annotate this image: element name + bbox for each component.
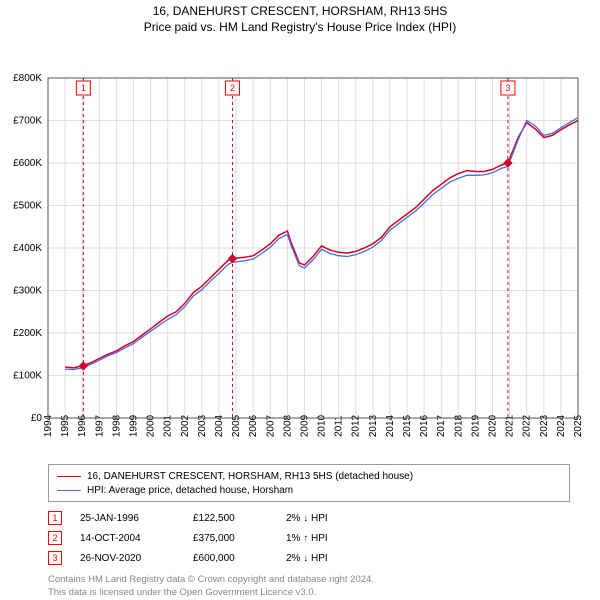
sales-table: 1 25-JAN-1996 £122,500 2% ↓ HPI 2 14-OCT-2004…: [48, 508, 570, 568]
svg-text:£0: £0: [31, 413, 43, 424]
svg-text:£500K: £500K: [13, 201, 42, 212]
sale-row: 2 14-OCT-2004 £375,000 1% ↑ HPI: [48, 528, 570, 548]
svg-text:£600K: £600K: [13, 158, 42, 169]
legend-swatch: [57, 476, 81, 477]
attribution: Contains HM Land Registry data © Crown c…: [48, 574, 570, 600]
attribution-line2: This data is licensed under the Open Gov…: [48, 587, 570, 600]
legend-swatch: [57, 490, 81, 491]
svg-text:3: 3: [505, 83, 510, 93]
sale-date: 14-OCT-2004: [80, 533, 175, 544]
sale-badge: 2: [48, 531, 62, 545]
title-address: 16, DANEHURST CRESCENT, HORSHAM, RH13 5H…: [0, 4, 600, 18]
svg-text:£800K: £800K: [13, 73, 42, 84]
sale-badge: 1: [48, 511, 62, 525]
legend-item: 16, DANEHURST CRESCENT, HORSHAM, RH13 5H…: [57, 469, 561, 483]
sale-delta-vs-hpi: 2% ↓ HPI: [286, 553, 366, 564]
svg-text:£100K: £100K: [13, 371, 42, 382]
price-vs-hpi-chart: £0 £100K £200K £300K £400K £500K £600K £700K £80…: [0, 34, 600, 460]
title-subtitle: Price paid vs. HM Land Registry's House …: [0, 20, 600, 34]
chart-titles: 16, DANEHURST CRESCENT, HORSHAM, RH13 5H…: [0, 0, 600, 34]
sale-price: £375,000: [193, 533, 268, 544]
legend-item: HPI: Average price, detached house, Hors…: [57, 483, 561, 497]
legend: 16, DANEHURST CRESCENT, HORSHAM, RH13 5H…: [48, 464, 570, 502]
attribution-line1: Contains HM Land Registry data © Crown c…: [48, 574, 570, 587]
sale-price: £122,500: [193, 513, 268, 524]
sale-delta-vs-hpi: 2% ↓ HPI: [286, 513, 366, 524]
sale-date: 25-JAN-1996: [80, 513, 175, 524]
legend-label: HPI: Average price, detached house, Hors…: [87, 485, 293, 496]
svg-text:£400K: £400K: [13, 243, 42, 254]
chart-area: £0 £100K £200K £300K £400K £500K £600K £700K £80…: [0, 34, 600, 460]
sale-date: 26-NOV-2020: [80, 553, 175, 564]
sale-row: 3 26-NOV-2020 £600,000 2% ↓ HPI: [48, 548, 570, 568]
sale-row: 1 25-JAN-1996 £122,500 2% ↓ HPI: [48, 508, 570, 528]
svg-text:£300K: £300K: [13, 286, 42, 297]
sale-badge: 3: [48, 551, 62, 565]
svg-text:£700K: £700K: [13, 116, 42, 127]
legend-label: 16, DANEHURST CRESCENT, HORSHAM, RH13 5H…: [87, 471, 413, 482]
sale-delta-vs-hpi: 1% ↑ HPI: [286, 533, 366, 544]
sale-price: £600,000: [193, 553, 268, 564]
svg-text:2: 2: [230, 83, 235, 93]
svg-text:1: 1: [81, 83, 86, 93]
svg-text:£200K: £200K: [13, 328, 42, 339]
